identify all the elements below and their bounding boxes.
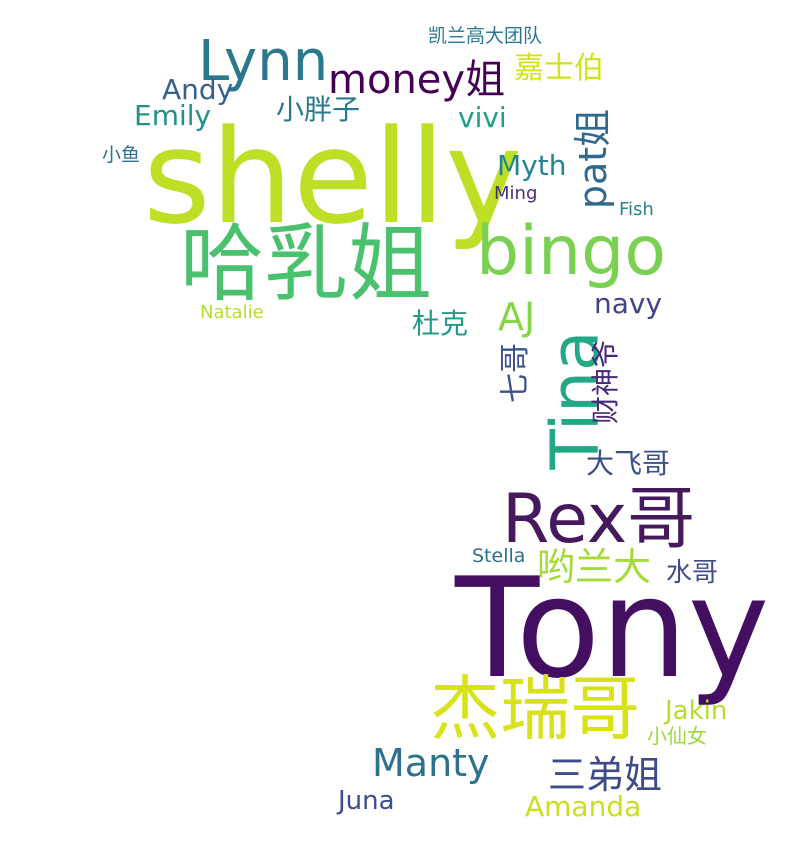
word-jiashibo: 嘉士伯 (514, 51, 604, 86)
word-yolanda: 哟兰大 (537, 545, 652, 589)
word-aj: AJ (498, 295, 536, 339)
word-shui-ge: 水哥 (666, 558, 719, 588)
word-myth: Myth (497, 149, 567, 182)
word-xiaopangzi: 小胖子 (276, 93, 361, 126)
word-ming: Ming (494, 183, 538, 204)
word-stella: Stella (472, 545, 526, 567)
word-juna: Juna (338, 786, 395, 816)
word-amanda: Amanda (525, 790, 642, 823)
word-jierui-ge: 杰瑞哥 (430, 668, 640, 750)
word-xiaoxiannv: 小仙女 (647, 724, 707, 748)
word-lynn: Lynn (198, 29, 329, 94)
word-fish: Fish (619, 199, 654, 220)
word-shelly: shelly (143, 101, 523, 253)
word-jakin: Jakin (665, 696, 728, 726)
word-natalie: Natalie (200, 302, 264, 323)
word-manty: Manty (372, 741, 490, 785)
word-emily: Emily (134, 99, 212, 132)
word-pat-jie: pat姐 (571, 108, 616, 210)
word-haruzhi: 哈乳姐 (180, 215, 433, 313)
word-xiaoyu: 小鱼 (102, 144, 141, 166)
word-bingo: bingo (476, 212, 666, 291)
word-money-jie: money姐 (328, 57, 506, 103)
word-dafei-ge: 大飞哥 (586, 447, 671, 480)
word-andy: Andy (162, 73, 234, 106)
word-sandi-jie: 三弟姐 (548, 753, 663, 797)
word-rex-ge: Rex哥 (502, 480, 696, 559)
word-duke: 杜克 (412, 307, 469, 340)
word-tony: Tony (455, 548, 770, 709)
word-caishenye: 财神爷 (589, 339, 623, 425)
word-qi-ge: 七哥 (498, 343, 533, 403)
word-navy: navy (594, 287, 663, 320)
word-vivi: vivi (458, 101, 507, 134)
word-kailan-team: 凯兰高大团队 (428, 25, 543, 47)
